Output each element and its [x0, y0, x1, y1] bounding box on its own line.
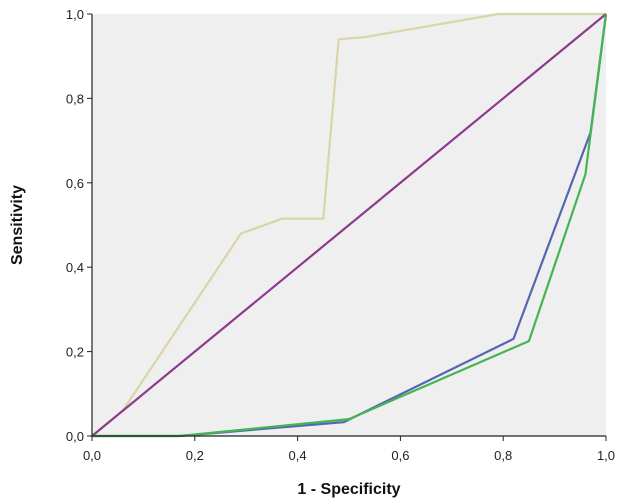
x-tick-label: 0,8 [494, 448, 512, 463]
y-tick-label: 0,0 [66, 429, 84, 444]
y-tick-label: 0,6 [66, 176, 84, 191]
roc-line-2 [91, 13, 607, 437]
y-tick-label: 0,8 [66, 91, 84, 106]
x-tick-label: 1,0 [597, 448, 615, 463]
x-tick-label: 0,4 [289, 448, 307, 463]
y-tick-label: 0,2 [66, 345, 84, 360]
y-tick-label: 1,0 [66, 7, 84, 22]
y-tick-label: 0,4 [66, 260, 84, 275]
roc-line-1 [91, 12, 606, 437]
x-tick-label: 0,2 [186, 448, 204, 463]
axes-layer [91, 14, 606, 437]
y-axis-title: Sensitivity [9, 185, 26, 265]
x-tick-label: 0,6 [391, 448, 409, 463]
x-axis-title: 1 - Specificity [297, 481, 400, 498]
ticks-layer: 0,0 0,2 0,4 0,6 0,8 1,0 0,0 0,2 0,4 0,6 0,8 1,0 [66, 7, 615, 463]
x-tick-label: 0,0 [83, 448, 101, 463]
